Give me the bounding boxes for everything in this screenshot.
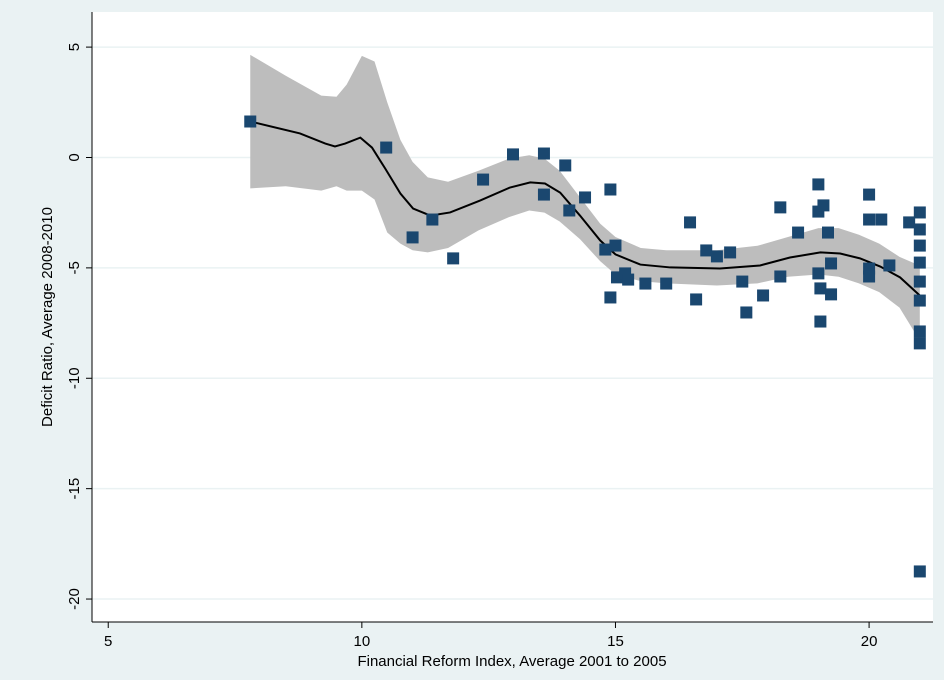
point: [883, 259, 896, 272]
point: [710, 250, 723, 263]
point: [622, 273, 635, 286]
point: [563, 204, 576, 217]
point: [825, 257, 838, 270]
point: [913, 275, 926, 288]
point: [477, 173, 490, 186]
point: [604, 291, 617, 304]
point: [447, 252, 460, 265]
point: [875, 213, 888, 226]
point: [690, 293, 703, 306]
point: [913, 325, 926, 338]
y-tick-label: 5: [66, 43, 83, 51]
point: [913, 294, 926, 307]
point: [380, 141, 393, 154]
point: [822, 226, 835, 239]
y-tick-label: -5: [66, 261, 83, 274]
point: [913, 239, 926, 252]
x-tick-label: 5: [104, 633, 112, 650]
point: [604, 183, 617, 196]
x-axis-label: Financial Reform Index, Average 2001 to …: [357, 653, 666, 670]
point: [537, 147, 550, 160]
point: [792, 226, 805, 239]
confidence-band: [250, 54, 920, 341]
point: [817, 199, 830, 212]
point: [740, 306, 753, 319]
y-tick-label: -20: [66, 588, 83, 610]
point: [913, 565, 926, 578]
point: [814, 315, 827, 328]
y-tick-label: -15: [66, 478, 83, 500]
point: [774, 201, 787, 214]
point: [507, 148, 520, 161]
point: [537, 188, 550, 201]
point: [812, 267, 825, 280]
point: [700, 244, 713, 257]
fit-line: [250, 120, 921, 297]
point: [913, 223, 926, 236]
point: [774, 270, 787, 283]
point: [736, 275, 749, 288]
point: [406, 231, 419, 244]
point: [825, 288, 838, 301]
point: [724, 246, 737, 259]
y-tick-label: 0: [66, 153, 83, 161]
point: [903, 216, 916, 229]
point: [863, 188, 876, 201]
point: [660, 277, 673, 290]
point: [863, 213, 876, 226]
y-axis-label: Deficit Ratio, Average 2008-2010: [39, 207, 56, 427]
point: [913, 206, 926, 219]
point: [609, 239, 622, 252]
x-tick-label: 15: [607, 633, 624, 650]
point: [814, 282, 827, 295]
point: [913, 337, 926, 350]
y-tick-label: -10: [66, 367, 83, 389]
point: [812, 178, 825, 191]
point: [559, 159, 572, 172]
point: [913, 256, 926, 269]
point: [426, 213, 439, 226]
point: [684, 216, 697, 229]
point: [757, 289, 770, 302]
x-tick-label: 20: [861, 633, 878, 650]
plot-area: [92, 12, 933, 622]
point: [579, 191, 592, 204]
point: [244, 115, 257, 128]
x-tick-label: 10: [354, 633, 371, 650]
point: [599, 243, 612, 256]
point: [863, 270, 876, 283]
point: [639, 277, 652, 290]
